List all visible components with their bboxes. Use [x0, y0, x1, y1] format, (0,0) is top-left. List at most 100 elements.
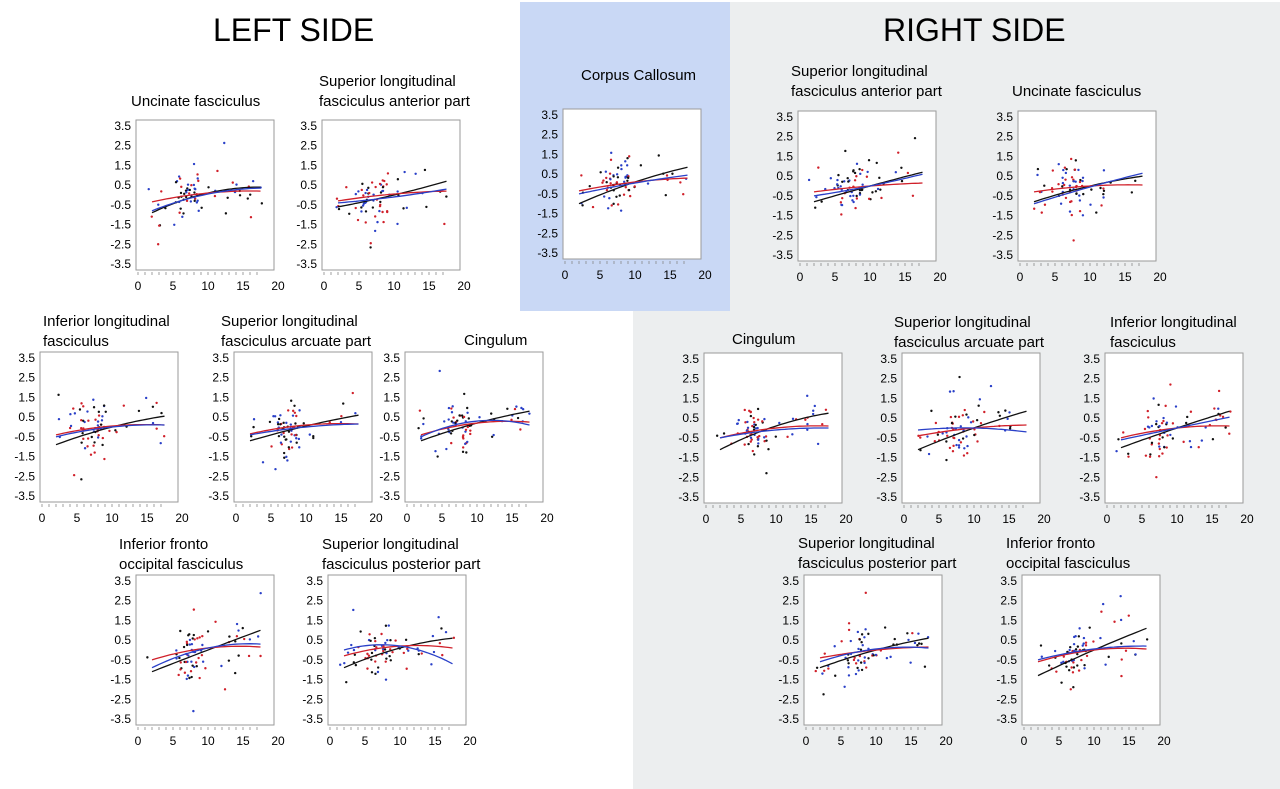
data-point-blue — [96, 420, 100, 423]
data-point-black — [384, 624, 388, 627]
data-point-black — [1076, 645, 1080, 648]
data-point-blue — [189, 200, 193, 203]
x-tick-label: 20 — [933, 270, 947, 284]
data-point-blue — [847, 666, 850, 669]
data-point-blue — [806, 422, 809, 426]
data-point-blue — [1099, 636, 1102, 640]
data-point-blue — [252, 418, 256, 421]
data-point-red — [155, 401, 158, 405]
data-point-black — [460, 414, 464, 417]
y-tick-label: 1.5 — [1083, 391, 1100, 405]
data-point-red — [1073, 168, 1077, 171]
y-tick-label: 0.5 — [1083, 411, 1100, 425]
data-point-red — [198, 636, 201, 639]
data-point-blue — [1119, 618, 1123, 622]
data-point-black — [747, 442, 750, 446]
data-point-red — [156, 243, 160, 246]
data-point-black — [1004, 409, 1007, 412]
y-tick-label: 1.5 — [383, 390, 400, 404]
data-point-red — [1051, 190, 1054, 193]
data-point-red — [368, 191, 371, 195]
data-point-blue — [361, 204, 365, 207]
data-point-black — [752, 425, 756, 429]
data-point-blue — [957, 438, 961, 442]
data-point-black — [237, 654, 240, 657]
data-point-blue — [1078, 199, 1082, 202]
data-point-blue — [248, 638, 252, 641]
data-point-red — [1165, 446, 1168, 449]
data-point-blue — [186, 188, 190, 192]
data-point-black — [627, 176, 630, 180]
y-tick-label: 2.5 — [776, 130, 793, 144]
data-point-black — [283, 435, 286, 438]
data-point-blue — [451, 405, 454, 408]
panel-title-line: Corpus Callosum — [581, 67, 697, 84]
fit-curve-blue — [151, 187, 261, 212]
data-point-red — [758, 434, 761, 438]
data-point-black — [179, 207, 182, 210]
data-point-black — [749, 414, 753, 418]
data-point-black — [137, 409, 141, 413]
data-point-red — [177, 673, 180, 677]
data-point-red — [204, 667, 207, 670]
data-point-blue — [339, 420, 343, 424]
y-tick-label: 2.5 — [782, 594, 799, 608]
panel-title: Superior longitudinal fasciculus anterior… — [791, 62, 942, 102]
data-point-red — [1070, 666, 1073, 669]
data-point-red — [1071, 671, 1075, 674]
data-point-blue — [295, 437, 298, 440]
data-point-red — [510, 418, 513, 422]
x-tick-label: 20 — [1037, 512, 1051, 526]
data-point-blue — [1078, 627, 1081, 630]
x-tick-label: 10 — [1083, 270, 1097, 284]
data-point-red — [93, 451, 96, 454]
data-point-red — [362, 194, 365, 197]
data-point-red — [216, 169, 219, 173]
data-point-red — [243, 637, 246, 641]
data-point-blue — [1158, 424, 1161, 428]
y-tick-label: 3.5 — [541, 108, 558, 122]
data-point-black — [844, 149, 847, 153]
data-point-black — [276, 422, 280, 426]
data-point-blue — [1134, 653, 1137, 656]
data-point-red — [1217, 389, 1221, 393]
fit-curve-blue — [337, 188, 447, 204]
data-point-black — [900, 166, 903, 169]
data-point-black — [599, 171, 602, 174]
data-point-black — [385, 657, 388, 660]
data-point-black — [581, 204, 584, 207]
data-point-red — [627, 155, 631, 158]
x-tick-label: 5 — [838, 734, 845, 748]
data-point-red — [1120, 674, 1123, 678]
data-point-blue — [384, 641, 387, 645]
panel-title-line: Cingulum — [464, 332, 528, 349]
data-point-blue — [1158, 445, 1161, 448]
fit-curve-blue — [719, 427, 829, 439]
y-tick-label: 0.5 — [1000, 633, 1017, 647]
data-point-red — [235, 635, 239, 638]
data-point-black — [178, 656, 181, 660]
data-point-red — [1146, 409, 1149, 413]
data-point-red — [744, 421, 747, 424]
data-point-blue — [1057, 162, 1060, 166]
data-point-black — [975, 418, 979, 422]
data-point-blue — [188, 638, 192, 642]
data-point-red — [1072, 239, 1075, 242]
data-point-blue — [419, 437, 423, 440]
plot-frame — [404, 351, 544, 503]
data-point-black — [353, 653, 357, 657]
data-point-red — [290, 433, 293, 436]
data-point-black — [185, 643, 189, 647]
data-point-black — [756, 407, 760, 411]
data-point-black — [454, 421, 457, 425]
data-point-blue — [806, 428, 809, 432]
data-point-red — [385, 210, 389, 213]
data-point-blue — [447, 418, 450, 421]
data-point-red — [934, 421, 938, 425]
panel-title: Corpus Callosum — [581, 66, 696, 86]
y-tick-label: -2.5 — [996, 692, 1017, 706]
data-point-black — [853, 171, 857, 175]
data-point-blue — [959, 425, 962, 428]
data-point-blue — [812, 409, 815, 412]
x-tick-label: 10 — [299, 511, 313, 525]
